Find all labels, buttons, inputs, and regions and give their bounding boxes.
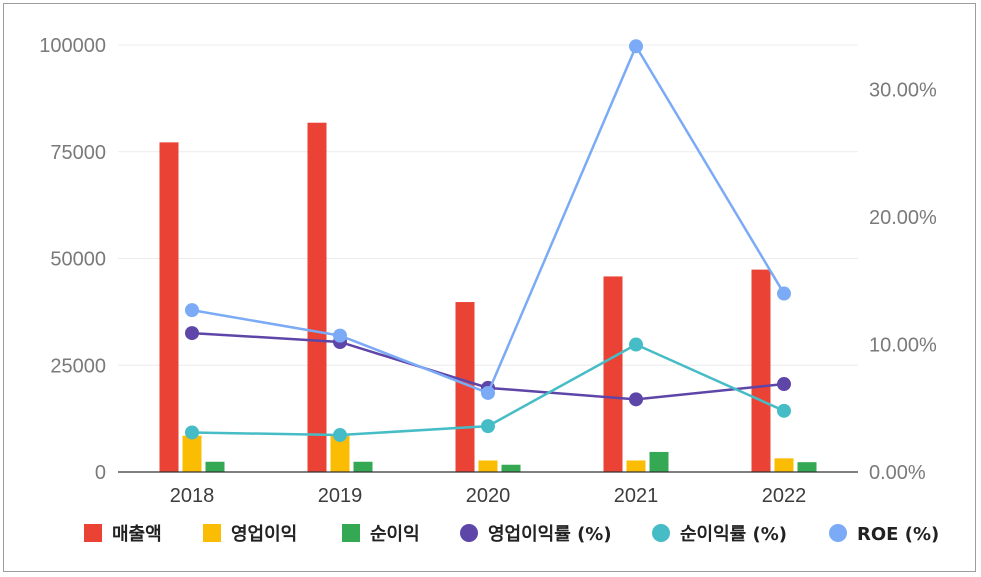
left-axis-ticks: 0 25000 50000 75000 100000 (39, 35, 106, 484)
bar (159, 142, 179, 472)
bar (330, 435, 350, 472)
bar (797, 462, 817, 472)
data-point (777, 377, 791, 392)
category-label: 2021 (614, 485, 659, 507)
right-tick-label: 0.00% (869, 462, 926, 484)
legend-swatch (829, 524, 847, 542)
legend-label: 순이익 (370, 524, 420, 545)
category-label: 2019 (318, 485, 363, 507)
data-point (185, 303, 199, 318)
legend-label: ROE (%) (857, 524, 939, 545)
data-point (185, 326, 199, 341)
data-point (333, 328, 347, 343)
left-tick-label: 50000 (50, 249, 106, 271)
right-tick-label: 20.00% (869, 207, 937, 229)
bar (455, 302, 475, 472)
right-tick-label: 30.00% (869, 80, 937, 102)
bar (353, 461, 373, 472)
bar (603, 276, 623, 472)
category-label: 2022 (762, 485, 807, 507)
data-point (777, 403, 791, 418)
legend-swatch (84, 524, 102, 542)
bar (205, 461, 225, 472)
bar (626, 460, 646, 472)
bar (307, 122, 327, 473)
data-point (185, 425, 199, 440)
bar (501, 464, 521, 472)
legend: 매출액 영업이익 순이익 영업이익률 (%) 순이익률 (%) ROE (%) (84, 524, 939, 545)
bar (649, 451, 669, 472)
left-tick-label: 100000 (39, 35, 106, 57)
category-label: 2020 (466, 485, 511, 507)
data-point (629, 39, 643, 54)
data-point (777, 286, 791, 301)
data-point (629, 337, 643, 352)
bar (478, 460, 498, 472)
legend-swatch (460, 524, 478, 542)
x-axis-categories: 2018 2019 2020 2021 2022 (170, 485, 807, 507)
data-point (629, 392, 643, 407)
data-point (333, 428, 347, 443)
legend-label: 매출액 (112, 524, 162, 545)
legend-label: 영업이익 (231, 524, 297, 545)
left-tick-label: 25000 (50, 355, 106, 377)
legend-label: 순이익률 (%) (680, 524, 787, 545)
legend-swatch (652, 524, 670, 542)
category-label: 2018 (170, 485, 215, 507)
line-series (185, 39, 791, 443)
series-line (191, 43, 786, 395)
data-point (481, 385, 495, 400)
legend-swatch (203, 524, 221, 542)
legend-label: 영업이익률 (%) (488, 524, 612, 545)
bar-series (159, 122, 817, 473)
left-tick-label: 75000 (50, 142, 106, 164)
right-axis-ticks: 0.00% 10.00% 20.00% 30.00% (869, 80, 937, 484)
data-point (481, 419, 495, 434)
left-tick-label: 0 (95, 462, 106, 484)
bar (182, 435, 202, 472)
gridlines (118, 44, 858, 366)
bar (751, 269, 771, 472)
bar (774, 458, 794, 472)
legend-swatch (342, 524, 360, 542)
right-tick-label: 10.00% (869, 335, 937, 357)
